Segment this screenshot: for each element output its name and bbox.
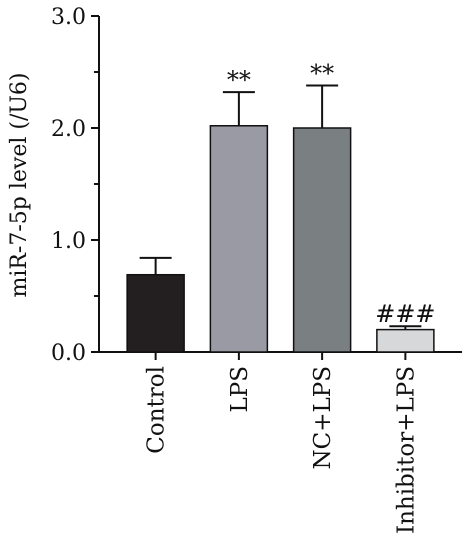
x-tick-label: Inhibitor+LPS: [393, 366, 419, 534]
chart-labels: 0.0 1.0 2.0 3.0 Control LPS NC+LPS Inhibitor+LP…: [51, 5, 419, 534]
y-tick-label: 3.0: [51, 5, 86, 30]
chart-error-bars: [139, 84, 422, 330]
significance-label: **: [310, 59, 334, 87]
y-tick-label: 2.0: [51, 117, 86, 142]
x-tick-label: Control: [144, 366, 170, 454]
y-tick-label: 0.0: [51, 341, 86, 366]
chart-bars: [126, 125, 435, 353]
x-tick-label: NC+LPS: [310, 366, 336, 470]
bar: [126, 273, 185, 353]
bar: [376, 328, 435, 353]
x-tick-label: LPS: [227, 366, 253, 413]
y-tick-label: 1.0: [51, 229, 86, 254]
bar: [209, 125, 269, 353]
chart-annotations: ** ** ###: [227, 59, 436, 328]
significance-label: **: [227, 66, 251, 94]
bar: [292, 127, 352, 353]
y-axis-title: miR-7-5p level (/U6): [7, 72, 32, 297]
significance-label: ###: [375, 300, 435, 328]
